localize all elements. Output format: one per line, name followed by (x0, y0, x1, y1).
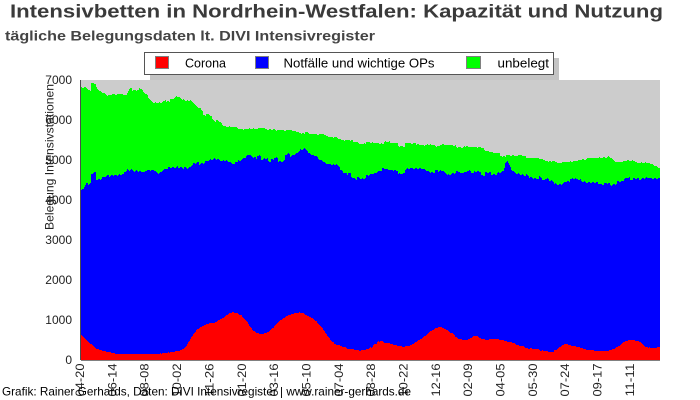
svg-text:07-24: 07-24 (558, 363, 572, 396)
svg-text:01-20: 01-20 (235, 363, 249, 396)
svg-text:tägliche Belegungsdaten lt. DI: tägliche Belegungsdaten lt. DIVI Intensi… (5, 27, 376, 43)
svg-text:11-11: 11-11 (623, 363, 637, 396)
svg-text:06-14: 06-14 (105, 363, 119, 396)
svg-text:05-30: 05-30 (526, 363, 540, 396)
svg-text:09-17: 09-17 (591, 363, 605, 396)
svg-text:Intensivbetten in Nordrhein-We: Intensivbetten in Nordrhein-Westfalen: K… (10, 2, 663, 22)
svg-text:08-28: 08-28 (364, 363, 378, 396)
svg-text:1000: 1000 (45, 313, 72, 327)
svg-text:03-16: 03-16 (267, 363, 281, 396)
svg-text:08-08: 08-08 (138, 363, 152, 396)
svg-text:Corona: Corona (185, 56, 227, 71)
svg-text:10-02: 10-02 (170, 363, 184, 396)
svg-text:5000: 5000 (45, 153, 72, 167)
svg-text:Notfälle und wichtige OPs: Notfälle und wichtige OPs (284, 56, 436, 71)
svg-text:4000: 4000 (45, 193, 72, 207)
svg-text:7000: 7000 (45, 73, 72, 87)
svg-text:2000: 2000 (45, 273, 72, 287)
svg-text:07-04: 07-04 (332, 363, 346, 396)
svg-text:04-05: 04-05 (494, 363, 508, 396)
svg-text:Belegung Intensivstationen: Belegung Intensivstationen (43, 84, 57, 230)
svg-text:6000: 6000 (45, 113, 72, 127)
svg-text:unbelegt: unbelegt (498, 56, 550, 71)
svg-text:05-10: 05-10 (300, 363, 314, 396)
svg-text:12-16: 12-16 (429, 363, 443, 396)
svg-text:10-22: 10-22 (397, 363, 411, 396)
svg-text:3000: 3000 (45, 233, 72, 247)
svg-text:02-09: 02-09 (461, 363, 475, 396)
svg-text:04-20: 04-20 (73, 363, 87, 396)
svg-text:Grafik: Rainer Gerhards, Daten: Grafik: Rainer Gerhards, Daten: DIVI Int… (2, 385, 411, 399)
svg-text:11-26: 11-26 (202, 363, 216, 396)
svg-text:0: 0 (65, 353, 72, 367)
